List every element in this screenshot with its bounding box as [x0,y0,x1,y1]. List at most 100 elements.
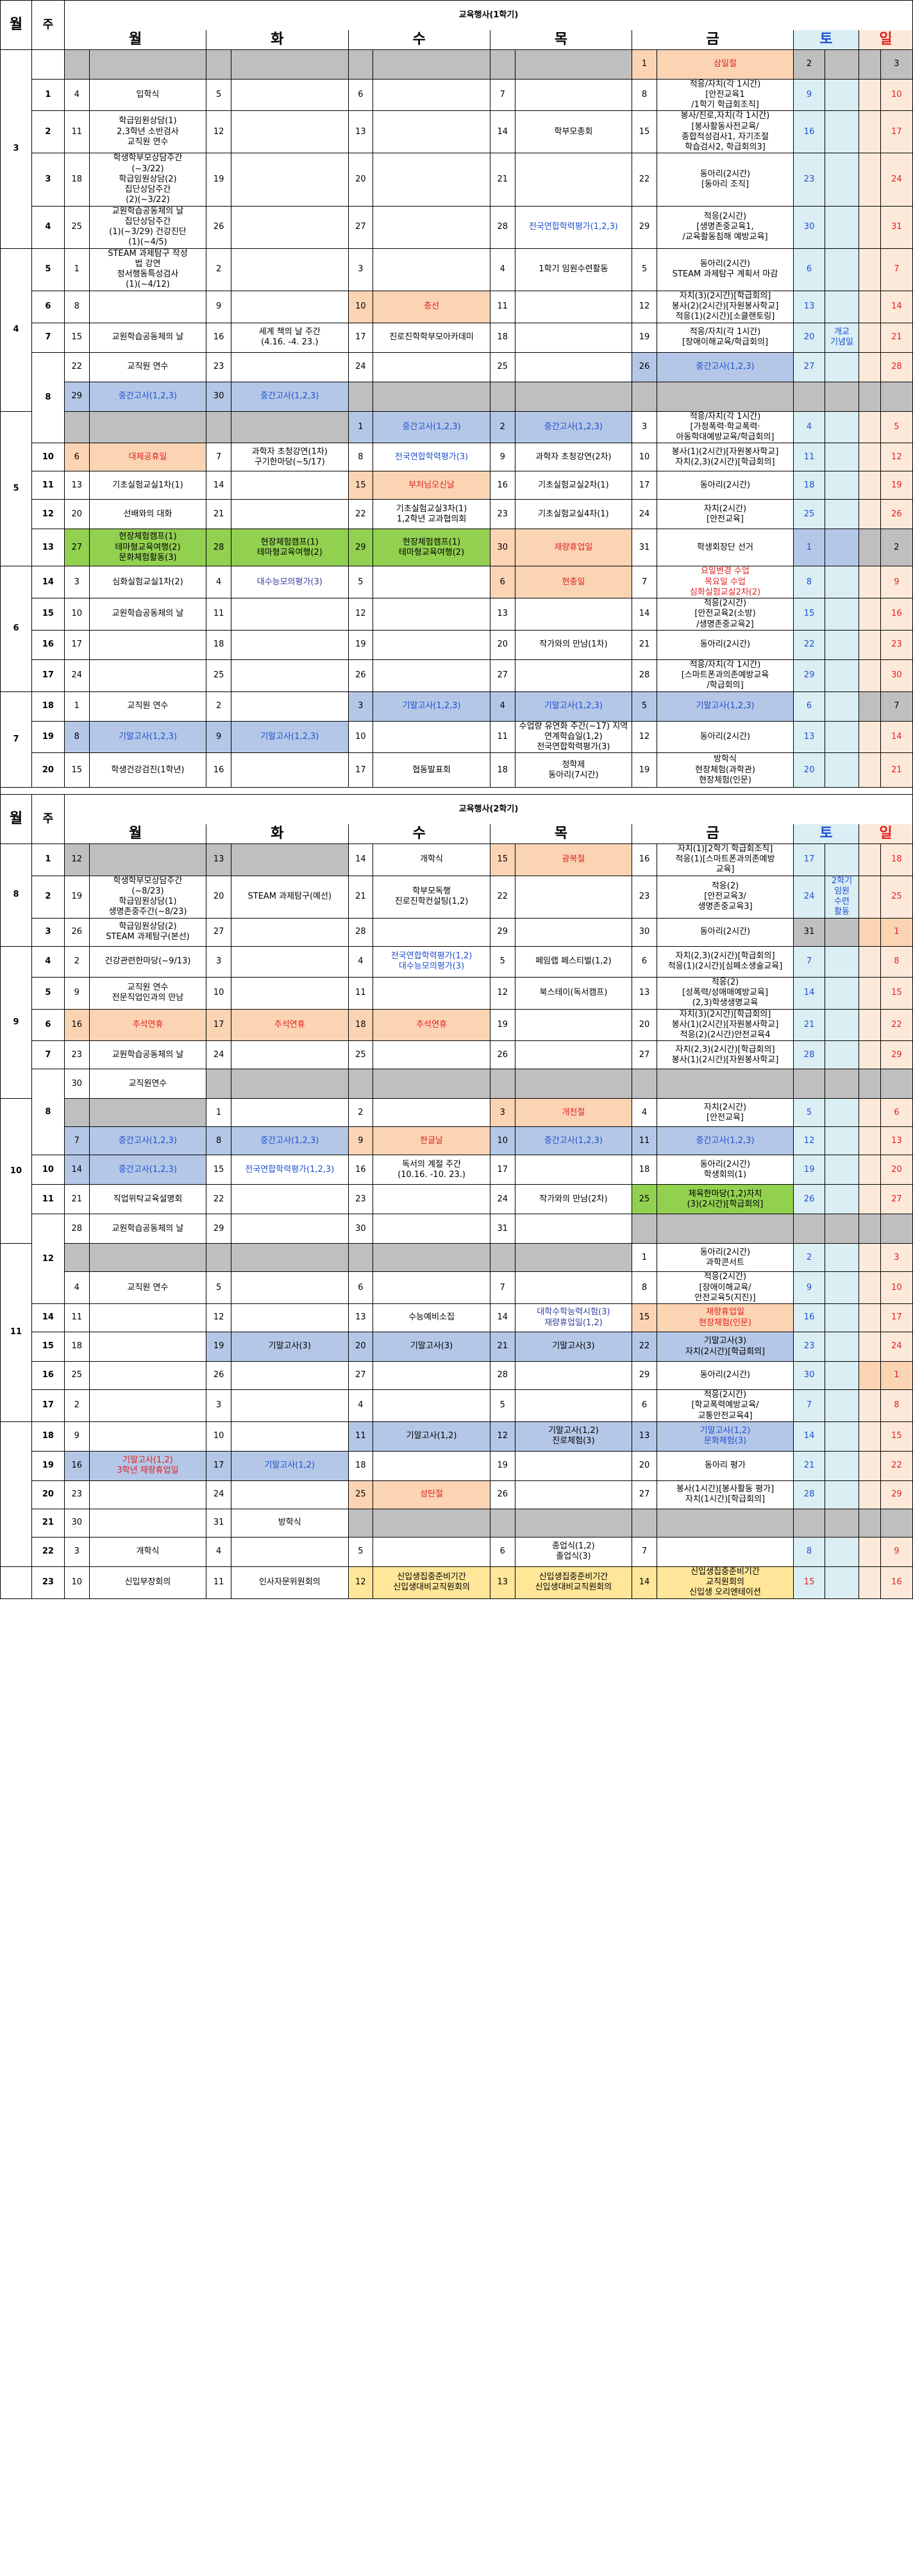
calendar-row: 7 18 1 교직원 연수 2 3 기말고사(1,2,3) 4 기말고사(1,2,3) 5 기말고사… [0,691,913,788]
date-number-mon: 9 [63,1421,90,1452]
event-thu: 기말고사(3) [514,1332,633,1362]
event-fri: 동아리(2시간) [656,629,794,660]
sunday-date [859,1243,881,1273]
date-number-thu [489,1069,515,1099]
saturday-date: 24 [793,875,826,919]
saturday-note [825,843,860,876]
date-number-wed: 12 [348,598,374,631]
date-number-wed: 23 [348,1184,374,1215]
event-mon [88,1480,207,1509]
event-tue [231,752,349,788]
event-fri: 적응/자치(각 1시간) [가정폭력·학교폭력· 아동학대예방교육/학급회의] [656,411,794,444]
date-number-wed: 2 [348,1098,374,1128]
week-number: 20 [31,1480,65,1509]
event-tue [231,1243,349,1273]
date-number-fri: 11 [632,1126,657,1156]
saturday-note [825,471,860,500]
event-thu [514,1069,633,1099]
date-number-thu: 5 [489,1389,515,1422]
event-tue [231,411,349,444]
event-thu: 중간고사(1,2,3) [514,411,633,444]
event-thu [514,1243,633,1273]
date-number-fri: 23 [632,875,657,919]
sunday-date [859,1069,881,1099]
week-number: 10 [31,443,65,472]
saturday-date: 22 [793,629,826,660]
week-number: 14 [31,1303,65,1332]
date-number-fri: 13 [632,1421,657,1452]
week-number: 17 [31,1389,65,1422]
event-wed [373,659,490,692]
date-number-tue: 4 [206,1536,231,1567]
saturday-note [825,917,860,947]
date-number-fri: 29 [632,1361,657,1390]
date-number-thu: 7 [489,1271,515,1304]
event-tue [231,598,349,631]
date-number-fri: 22 [632,1332,657,1362]
day-header-tue: 화 [206,824,349,844]
event-thu: 종업식(1,2) 졸업식(3) [514,1536,633,1567]
event-tue [231,945,349,978]
week-number: 14 [31,566,65,598]
event-thu: 기말고사(1,2) 진로체험(3) [514,1421,633,1452]
day-header-mon: 월 [63,30,207,50]
sunday-note: 15 [880,1421,913,1452]
date-number-mon: 21 [63,1184,90,1215]
day-header-tue: 화 [206,30,349,50]
event-thu: 작가와의 만남(1차) [514,629,633,660]
event-mon: STEAM 과제탐구 작성 법 강연 정서행동특성검사 (1)(~4/12) [88,248,207,291]
event-fri: 재량휴업일 현장체험(인문) [656,1303,794,1332]
event-tue [231,1098,349,1128]
event-tue: 현장체험캠프(1) 테마형교육여행(2) [231,529,349,567]
saturday-date: 27 [793,352,826,382]
event-mon: 기말고사(1,2) 3학년 재량휴업일 [88,1450,207,1481]
date-number-tue: 29 [206,1214,231,1244]
saturday-date: 16 [793,1303,826,1332]
saturday-date: 21 [793,1008,826,1042]
sunday-note: 3 [880,49,913,80]
date-number-thu [489,381,515,412]
date-number-thu: 26 [489,1040,515,1070]
week-number: 19 [31,720,65,754]
saturday-date: 30 [793,205,826,249]
date-number-mon: 14 [63,1155,90,1185]
event-thu: 기초실험교실2차(1) [514,471,633,500]
week-number: 1 [31,843,65,876]
saturday-date [793,381,826,412]
event-wed: 부처님오신날 [373,471,490,500]
saturday-date: 23 [793,153,826,207]
date-number-mon: 2 [63,945,90,978]
date-number-thu: 6 [489,566,515,598]
date-number-mon [63,411,90,444]
event-wed [373,629,490,660]
date-number-tue: 4 [206,566,231,598]
sunday-note: 10 [880,1271,913,1304]
event-wed [373,720,490,754]
saturday-note [825,1508,860,1538]
event-fri: 적응(2시간) [학교폭력예방교육/ 교통안전교육4] [656,1389,794,1422]
event-fri: 자치(3)(2시간)[학급회의] 봉사(2)(2시간)[자원봉사학교] 적응(1… [656,290,794,323]
event-fri [656,1508,794,1538]
event-fri: 동아리 평가 [656,1450,794,1481]
week-col-header: 주 [31,794,65,844]
saturday-date [793,1214,826,1244]
event-thu: 과학자 초청강연(2차) [514,443,633,472]
date-number-mon: 17 [63,629,90,660]
event-mon: 교원학습공동체의 날 [88,598,207,631]
event-tue: 중간고사(1,2,3) [231,381,349,412]
sunday-note: 21 [880,322,913,353]
event-fri: 적응(2시간) [생명존중교육1, /교육활동침해 예방교육] [656,205,794,249]
week-number: 19 [31,1450,65,1481]
saturday-date: 26 [793,1184,826,1215]
event-thu: 기말고사(1,2,3) [514,691,633,722]
week-number: 5 [31,976,65,1010]
calendar-row: 19 8 기말고사(1,2,3) 9 기말고사(1,2,3) 10 11 수업량 유연화 주간… [1,720,913,754]
event-mon: 학생건강검진(1학년) [88,752,207,788]
event-mon: 교직원 연수 [88,1271,207,1304]
event-mon [88,1421,207,1452]
calendar-row: 8 22 교직원 연수 23 24 25 26 중간고사(1,2,3) 27 28 [1,352,913,444]
date-number-wed: 16 [348,1155,374,1185]
date-number-mon: 29 [63,381,90,412]
date-number-tue: 2 [206,248,231,291]
date-number-tue: 5 [206,78,231,112]
